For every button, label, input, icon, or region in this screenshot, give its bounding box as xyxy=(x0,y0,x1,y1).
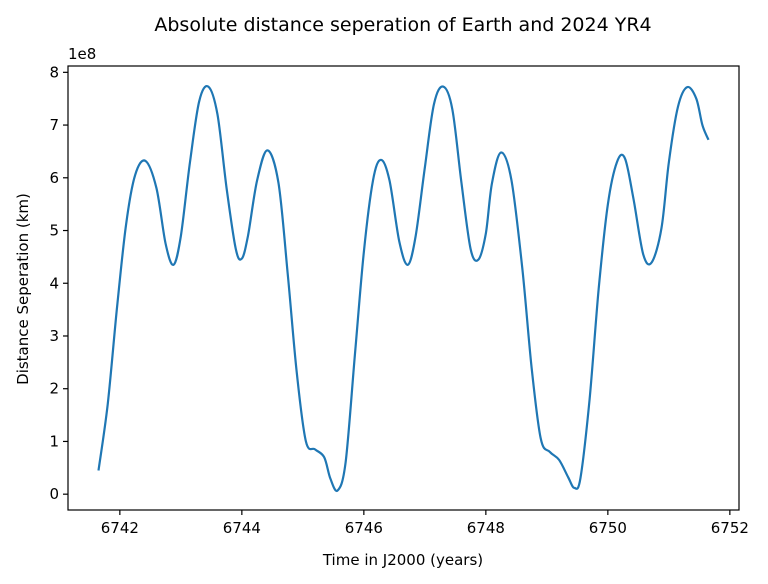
y-tick-label: 7 xyxy=(49,116,59,134)
series-line xyxy=(97,84,710,493)
x-tick-label: 6752 xyxy=(711,519,749,537)
y-tick-label: 0 xyxy=(49,485,59,503)
y-tick-label: 8 xyxy=(49,63,59,81)
y-axis-title: Distance Seperation (km) xyxy=(14,193,32,385)
x-tick-label: 6750 xyxy=(589,519,627,537)
plot-area: 6742 6744 6746 6748 6750 6752 0 1 2 3 4 5 6 7 8 xyxy=(49,63,748,537)
plot-frame xyxy=(67,65,740,511)
y-tick-label: 4 xyxy=(49,274,59,292)
x-tick-label: 6744 xyxy=(223,519,261,537)
y-tick-label: 2 xyxy=(49,380,59,398)
x-tick-label: 6742 xyxy=(101,519,139,537)
y-tick-label: 3 xyxy=(49,327,59,345)
y-tick-label: 6 xyxy=(49,169,59,187)
y-tick-label: 5 xyxy=(49,222,59,240)
y-tick-label: 1 xyxy=(49,432,59,450)
x-tick-label: 6748 xyxy=(467,519,505,537)
x-tick-label: 6746 xyxy=(345,519,383,537)
chart-title: Absolute distance seperation of Earth an… xyxy=(154,14,651,36)
y-offset-text: 1e8 xyxy=(68,45,96,63)
x-axis-title: Time in J2000 (years) xyxy=(322,551,483,569)
